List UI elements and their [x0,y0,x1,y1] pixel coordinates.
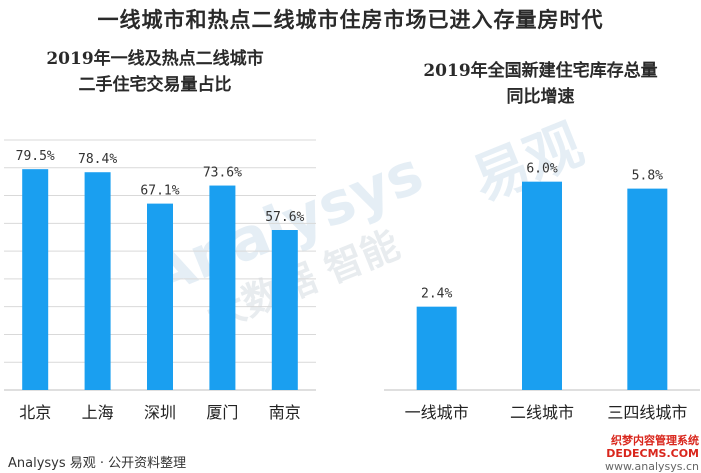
right-category-label: 三四线城市 [607,403,687,422]
corner-stamp-line-2: DEDECMS.COM [606,447,699,460]
left-value-label: 73.6% [203,166,242,181]
right-category-label: 一线城市 [405,403,469,422]
corner-stamp: 织梦内容管理系统 DEDECMS.COM www.analysys.cn [605,434,699,473]
left-bar [84,172,111,390]
left-category-label: 北京 [19,403,51,422]
left-value-label: 57.6% [265,210,304,225]
left-bar [147,203,173,390]
right-chart-title: 2019年全国新建住宅库存总量 同比增速 [380,58,701,110]
left-bar [209,185,236,390]
page-title: 一线城市和热点二线城市住房市场已进入存量房时代 [97,7,604,32]
corner-stamp-line-1: 织梦内容管理系统 [611,434,699,447]
right-chart-title-line-1: 2019年全国新建住宅库存总量 [423,61,658,81]
right-chart-title-line-2: 同比增速 [506,87,575,107]
left-bar [22,169,49,390]
left-bar [271,230,298,390]
left-value-label: 79.5% [16,149,55,164]
corner-stamp-line-3: www.analysys.cn [605,460,699,473]
left-value-label: 78.4% [78,152,117,167]
right-bar [627,188,668,390]
left-category-label: 南京 [269,403,301,422]
left-chart-title: 2019年一线及热点二线城市 二手住宅交易量占比 [0,46,310,98]
right-value-label: 5.8% [632,169,663,184]
left-chart-title-line-1: 2019年一线及热点二线城市 [46,49,264,69]
right-category-label: 二线城市 [510,403,574,422]
left-category-label: 厦门 [206,403,238,422]
source-note: Analysys 易观 · 公开资料整理 [8,456,187,471]
left-value-label: 67.1% [140,184,179,199]
right-bar [416,306,457,390]
right-value-label: 6.0% [526,162,557,177]
left-chart-title-line-2: 二手住宅交易量占比 [78,75,232,95]
left-category-label: 上海 [82,403,114,422]
right-value-label: 2.4% [421,287,452,302]
right-bar [522,181,562,390]
left-category-label: 深圳 [144,403,176,422]
